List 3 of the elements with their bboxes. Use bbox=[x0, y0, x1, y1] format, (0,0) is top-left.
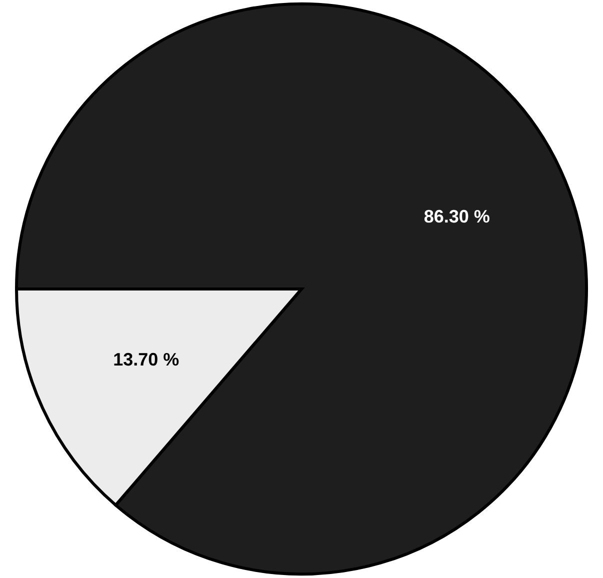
data-label: 13.70 % bbox=[113, 349, 180, 370]
pie-slice bbox=[15, 2, 588, 575]
data-label: 86.30 % bbox=[424, 206, 490, 227]
